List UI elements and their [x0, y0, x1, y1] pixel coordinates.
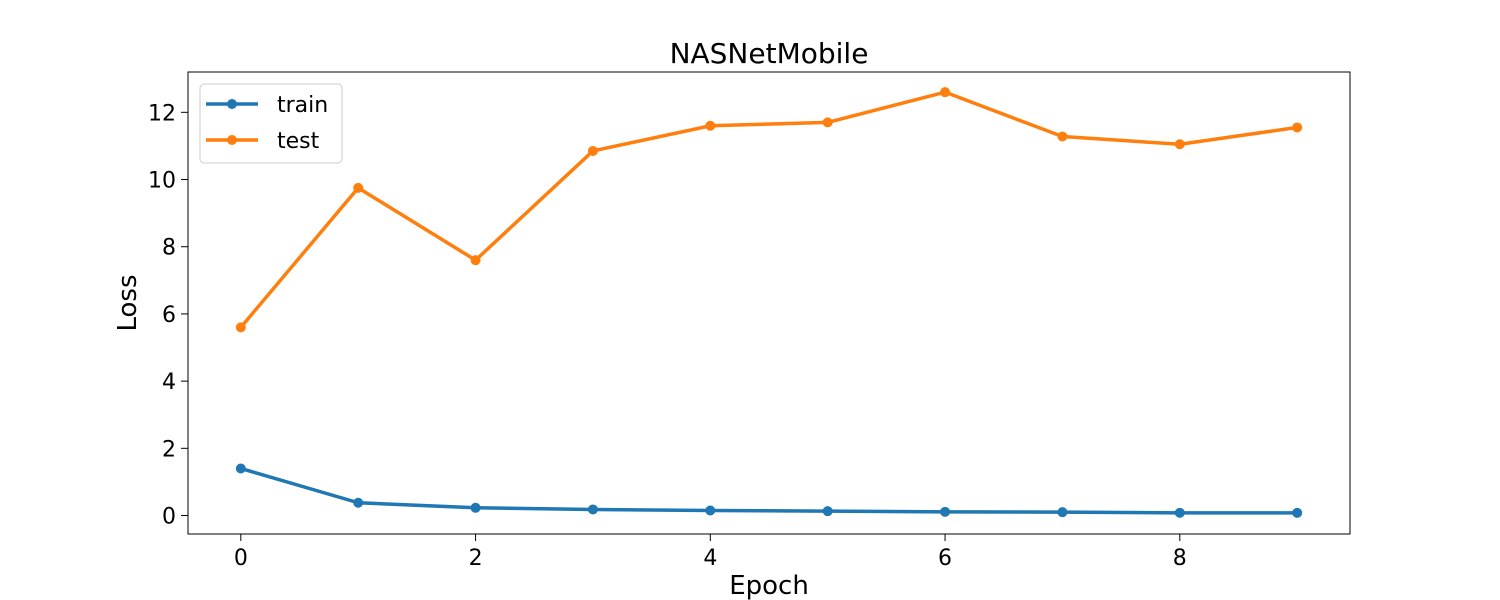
data-point-train	[235, 463, 246, 474]
data-point-train	[470, 502, 481, 513]
data-point-train	[822, 506, 833, 517]
y-tick-label: 10	[148, 169, 176, 194]
x-tick-label: 2	[469, 546, 483, 571]
legend: train test	[199, 83, 343, 164]
series-line-test	[239, 90, 1299, 330]
series-group	[235, 87, 1303, 518]
data-point-train	[1057, 507, 1068, 518]
data-point-train	[1292, 507, 1303, 518]
x-tick-label: 0	[234, 546, 248, 571]
legend-label-test: test	[277, 129, 320, 154]
data-point-test	[1292, 122, 1303, 133]
data-point-train	[940, 506, 951, 517]
data-point-test	[470, 255, 481, 266]
chart-title: NASNetMobile	[670, 37, 869, 70]
data-point-train	[353, 497, 364, 508]
y-tick-label: 6	[162, 303, 176, 328]
data-point-test	[822, 117, 833, 128]
data-point-test	[940, 87, 951, 98]
data-point-test	[1057, 131, 1068, 142]
data-point-train	[587, 504, 598, 515]
data-point-test	[1174, 139, 1185, 150]
x-axis: 0 2 4 6 8	[234, 534, 1187, 571]
y-tick-label: 12	[148, 101, 176, 126]
plot-area	[187, 71, 1351, 535]
legend-marker-train	[227, 99, 237, 109]
data-point-train	[1174, 507, 1185, 518]
legend-label-train: train	[277, 93, 328, 118]
series-line-train	[239, 466, 1299, 515]
y-axis: 0 2 4 6 8 10 12	[148, 101, 188, 530]
data-point-test	[353, 182, 364, 193]
y-axis-label: Loss	[113, 274, 143, 331]
y-tick-label: 2	[162, 437, 176, 462]
x-tick-label: 6	[938, 546, 952, 571]
y-tick-label: 8	[162, 236, 176, 261]
y-tick-label: 0	[162, 505, 176, 530]
x-tick-label: 4	[703, 546, 717, 571]
y-tick-label: 4	[162, 370, 176, 395]
data-point-test	[587, 145, 598, 156]
x-axis-label: Epoch	[729, 571, 809, 600]
data-point-train	[705, 505, 716, 516]
data-point-test	[705, 120, 716, 131]
x-tick-label: 8	[1173, 546, 1187, 571]
data-point-test	[235, 322, 246, 333]
legend-marker-test	[227, 135, 237, 145]
